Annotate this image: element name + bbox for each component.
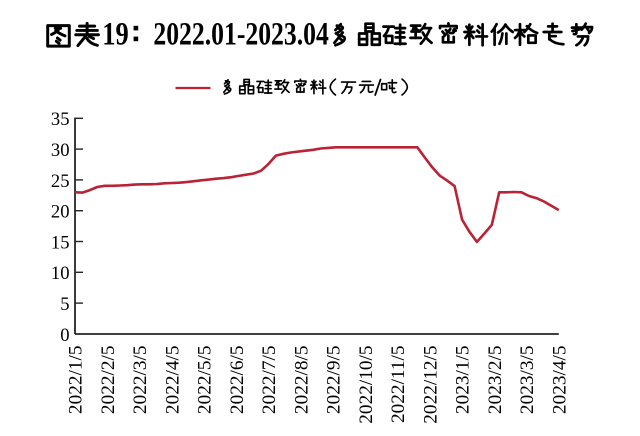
svg-text:2022/12/5: 2022/12/5: [420, 346, 441, 424]
svg-text:19: 19: [102, 16, 129, 52]
svg-text:2023/1/5: 2023/1/5: [453, 346, 474, 415]
svg-text:5: 5: [60, 294, 69, 315]
svg-text:2023/2/5: 2023/2/5: [485, 346, 506, 415]
svg-text:2022/7/5: 2022/7/5: [259, 346, 280, 415]
svg-text:2022/6/5: 2022/6/5: [227, 346, 248, 415]
svg-text:2023/3/5: 2023/3/5: [517, 346, 538, 415]
svg-text:2022/2/5: 2022/2/5: [98, 346, 119, 415]
svg-text:0: 0: [60, 325, 69, 346]
svg-text:30: 30: [51, 140, 70, 161]
svg-text:2022/3/5: 2022/3/5: [130, 346, 151, 415]
svg-text:2023/4/5: 2023/4/5: [549, 346, 570, 415]
svg-text:2022/4/5: 2022/4/5: [162, 346, 183, 415]
svg-text:10: 10: [51, 263, 70, 284]
svg-text:2022/11/5: 2022/11/5: [388, 346, 409, 423]
svg-text:2022/5/5: 2022/5/5: [195, 346, 216, 415]
svg-text:15: 15: [51, 232, 70, 253]
svg-text:2022/10/5: 2022/10/5: [356, 346, 377, 424]
svg-text:2022/8/5: 2022/8/5: [291, 346, 312, 415]
svg-text:25: 25: [51, 171, 70, 192]
svg-text:35: 35: [51, 109, 70, 130]
svg-text:2022.01-2023.04: 2022.01-2023.04: [153, 16, 328, 52]
svg-text:20: 20: [51, 202, 70, 223]
svg-text:2022/1/5: 2022/1/5: [66, 346, 87, 415]
svg-text:2022/9/5: 2022/9/5: [324, 346, 345, 415]
